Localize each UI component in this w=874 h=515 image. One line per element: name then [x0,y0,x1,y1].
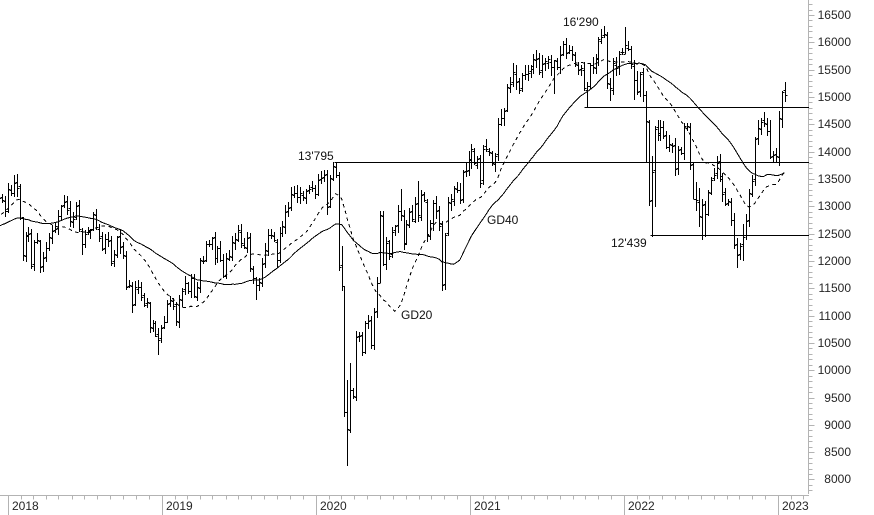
svg-text:14500: 14500 [818,117,852,131]
svg-text:11500: 11500 [819,281,852,295]
svg-text:2018: 2018 [12,499,39,513]
svg-text:GD20: GD20 [401,308,433,322]
svg-text:12'439: 12'439 [611,236,647,250]
svg-text:8000: 8000 [824,472,851,486]
svg-text:13500: 13500 [818,172,852,186]
svg-text:10500: 10500 [818,336,852,350]
svg-text:13'795: 13'795 [298,149,334,163]
svg-text:2023: 2023 [782,499,809,513]
svg-text:13000: 13000 [818,199,852,213]
svg-text:2021: 2021 [474,499,501,513]
svg-text:15500: 15500 [818,63,852,77]
svg-text:10000: 10000 [818,363,852,377]
svg-text:2020: 2020 [320,499,347,513]
svg-text:2019: 2019 [166,499,193,513]
svg-text:2022: 2022 [628,499,655,513]
svg-text:16000: 16000 [818,35,852,49]
svg-text:8500: 8500 [824,445,851,459]
svg-text:12000: 12000 [818,254,852,268]
svg-text:11000: 11000 [819,309,852,323]
svg-text:9000: 9000 [824,418,851,432]
svg-text:14000: 14000 [818,145,852,159]
svg-text:9500: 9500 [824,391,851,405]
svg-text:15000: 15000 [818,90,852,104]
svg-text:16500: 16500 [818,8,852,22]
svg-text:GD40: GD40 [487,213,519,227]
svg-text:16'290: 16'290 [563,15,599,29]
svg-text:12500: 12500 [818,227,852,241]
